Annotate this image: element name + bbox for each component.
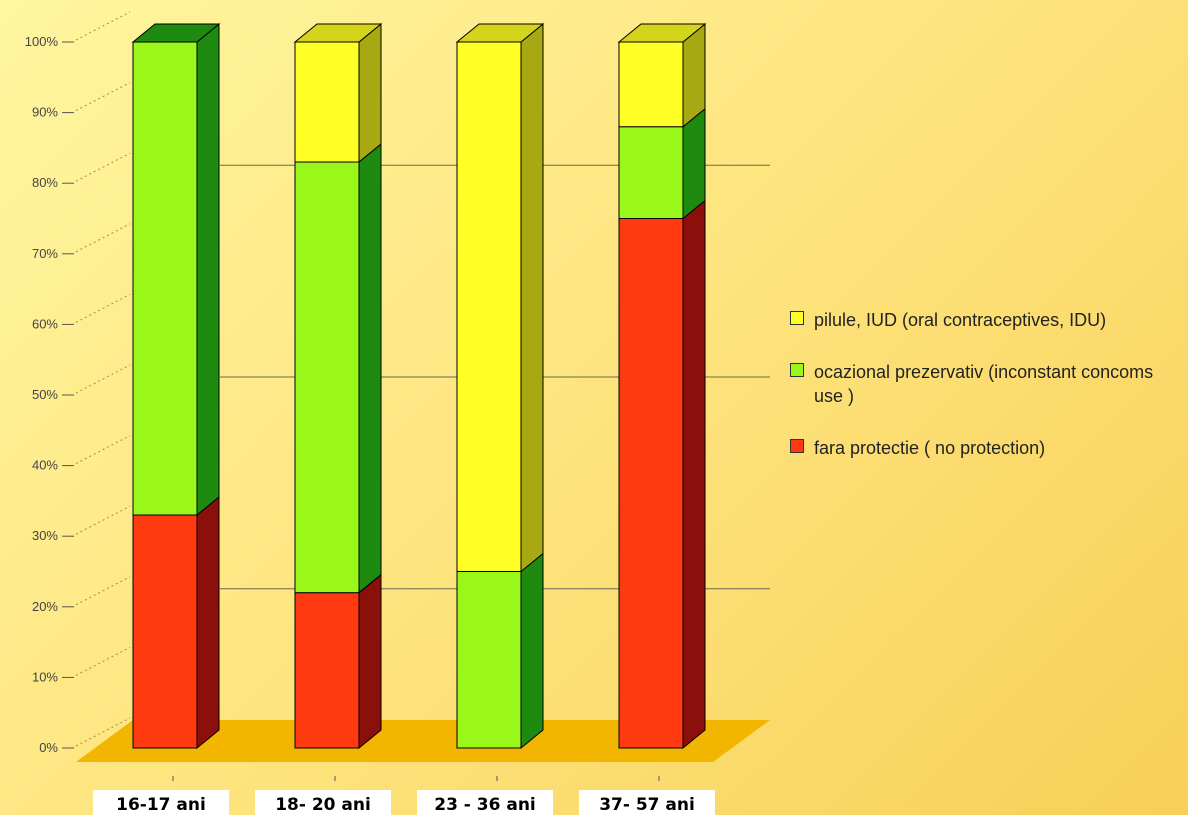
legend-item-pills: pilule, IUD (oral contraceptives, IDU)	[790, 308, 1185, 332]
bar-segment-front	[132, 41, 198, 516]
category-label: 37- 57 ani	[599, 795, 695, 815]
y-wall-line	[75, 293, 131, 323]
y-wall-line	[75, 152, 131, 182]
bar-top	[293, 23, 383, 43]
legend-item-no-protection: fara protectie ( no protection)	[790, 436, 1185, 460]
y-wall-line	[75, 717, 131, 747]
category-label-bg	[417, 790, 553, 815]
legend: pilule, IUD (oral contraceptives, IDU) o…	[790, 308, 1185, 488]
bar-segment-front	[618, 218, 684, 749]
bar-segment-side	[358, 142, 382, 594]
category-label: 23 - 36 ani	[434, 795, 536, 815]
y-wall-line	[75, 576, 131, 606]
bar-segment-front	[456, 571, 522, 749]
legend-swatch-pills	[790, 311, 804, 325]
bar-segment-front	[294, 592, 360, 749]
bar-segment-front	[618, 126, 684, 219]
y-wall-line	[75, 435, 131, 465]
legend-item-occasional-condom: ocazional prezervativ (inconstant concom…	[790, 360, 1185, 408]
y-tick-label: 80%	[32, 175, 58, 190]
bar-segment-front	[132, 514, 198, 749]
bar-segment-side	[358, 573, 382, 750]
bar-segment-front	[294, 41, 360, 163]
y-wall-line	[75, 11, 131, 41]
y-tick-label: 30%	[32, 528, 58, 543]
legend-swatch-no-protection	[790, 439, 804, 453]
y-tick-label: 20%	[32, 599, 58, 614]
legend-text-occasional-condom: ocazional prezervativ (inconstant concom…	[814, 362, 1154, 406]
legend-swatch-occasional-condom	[790, 363, 804, 377]
bar-top	[455, 23, 545, 43]
bar-segment-side	[682, 107, 706, 220]
bar-segment-front	[294, 161, 360, 594]
y-wall-line	[75, 505, 131, 535]
bar-segment-side	[520, 552, 544, 750]
bar-segment-side	[358, 22, 382, 164]
y-tick-label: 40%	[32, 458, 58, 473]
bar-top	[131, 23, 221, 43]
bar-segment-side	[520, 22, 544, 573]
y-tick-label: 10%	[32, 669, 58, 684]
chart-floor	[76, 720, 770, 762]
y-tick-label: 70%	[32, 246, 58, 261]
stacked-bar-chart: 0% 10% 20% 30% 40% 50% 60% 70% 80% 90% 100% 16-17 a…	[25, 11, 770, 815]
y-tick-label: 0%	[39, 740, 58, 755]
bar-segment-side	[196, 495, 220, 750]
category-label: 18- 20 ani	[275, 795, 371, 815]
y-tick-label: 90%	[32, 105, 58, 120]
bar-top	[617, 23, 707, 43]
y-wall-line	[75, 223, 131, 253]
legend-text-pills: pilule, IUD (oral contraceptives, IDU)	[814, 310, 1107, 330]
y-wall-line	[75, 364, 131, 394]
category-label-bg	[255, 790, 391, 815]
category-label-bg	[579, 790, 715, 815]
category-label: 16-17 ani	[116, 795, 206, 815]
y-wall-line	[75, 646, 131, 676]
category-label-bg	[93, 790, 229, 815]
bar-segment-front	[618, 41, 684, 128]
y-tick-label: 50%	[32, 387, 58, 402]
y-tick-label: 60%	[32, 316, 58, 331]
bar-segment-side	[682, 199, 706, 750]
y-tick-label: 100%	[25, 34, 59, 49]
y-wall-line	[75, 82, 131, 112]
bar-segment-front	[456, 41, 522, 572]
bar-segment-side	[196, 22, 220, 517]
legend-text-no-protection: fara protectie ( no protection)	[814, 438, 1046, 458]
